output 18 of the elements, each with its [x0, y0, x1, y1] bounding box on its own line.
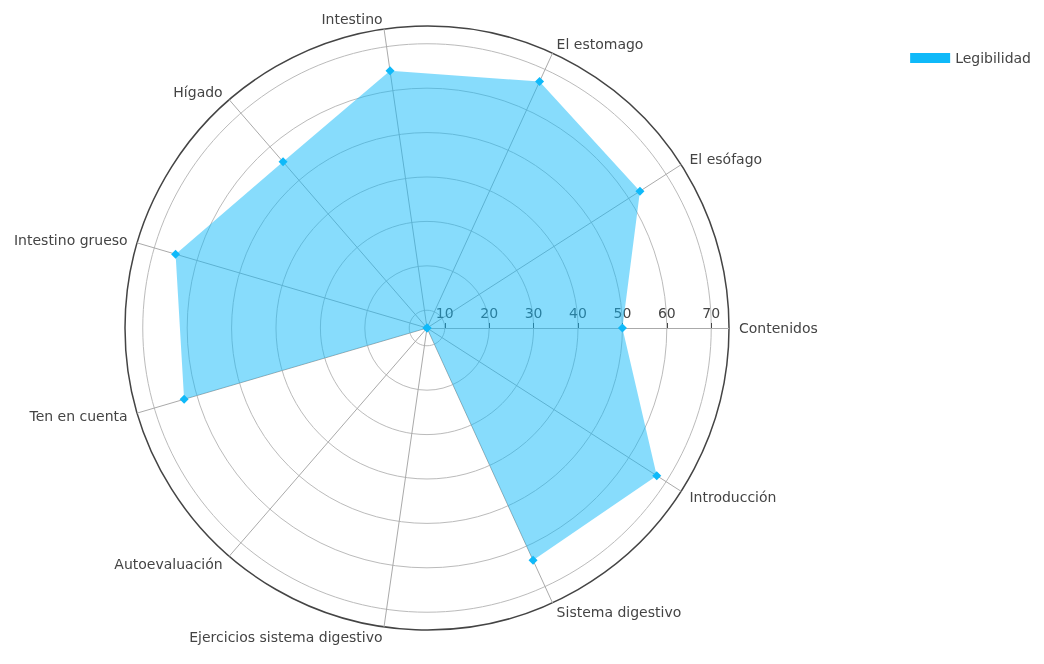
spoke-label: Ten en cuenta: [28, 407, 128, 424]
spoke-label: Hígado: [173, 84, 223, 101]
y-tick-label: 10: [435, 305, 454, 321]
y-tick-label: 20: [480, 305, 499, 321]
y-tick-label: 70: [702, 305, 721, 321]
y-tick-label: 40: [569, 305, 587, 321]
legend-label: Legibilidad: [955, 50, 1032, 66]
spoke-label: Intestino grueso: [13, 232, 128, 249]
spoke-label: Intestino: [321, 11, 383, 28]
spoke-label: Contenidos: [739, 320, 818, 337]
spoke-label: Ejercicios sistema digestivo: [189, 628, 383, 645]
y-tick-label: 30: [524, 305, 543, 321]
y-tick-label: 60: [657, 305, 676, 321]
spoke-label: El esófago: [689, 151, 763, 168]
spoke-label: El estomago: [556, 36, 644, 53]
spoke-label: Autoevaluación: [114, 555, 223, 572]
spoke-label: Introducción: [689, 488, 777, 505]
spoke-label: Sistema digestivo: [556, 603, 682, 620]
